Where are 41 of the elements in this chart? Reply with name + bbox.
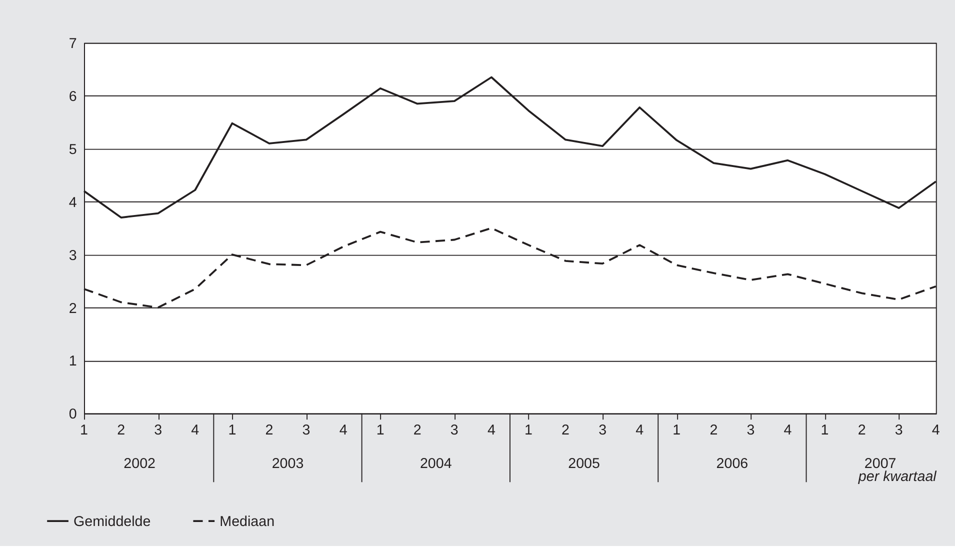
y-tick-label: 7 bbox=[68, 36, 77, 52]
x-tick-label: 1 bbox=[820, 422, 829, 438]
x-tick-label: 1 bbox=[524, 422, 533, 438]
x-tick-label: 2 bbox=[265, 422, 274, 438]
x-tick-label: 2 bbox=[710, 422, 718, 438]
x-tick-label: 2 bbox=[413, 422, 422, 438]
text: 2006 bbox=[716, 456, 748, 472]
x-tick-label: 3 bbox=[302, 422, 310, 438]
text: 2002 bbox=[124, 456, 156, 472]
x-axis-title: per kwartaal bbox=[857, 469, 938, 486]
x-tick-label: 1 bbox=[672, 422, 681, 438]
legend-label: Gemiddelde bbox=[74, 514, 151, 530]
text: 2003 bbox=[272, 456, 304, 472]
x-tick-label: 4 bbox=[487, 422, 496, 438]
x-tick-label: 4 bbox=[191, 422, 200, 438]
x-tick-label: 3 bbox=[598, 422, 607, 438]
text: 2007 bbox=[864, 456, 896, 472]
x-tick-label: 2 bbox=[117, 422, 126, 438]
x-tick-label: 1 bbox=[80, 422, 88, 438]
x-tick-label: 3 bbox=[154, 422, 162, 438]
x-tick-label: 4 bbox=[339, 422, 348, 438]
legend-label: Mediaan bbox=[220, 514, 275, 530]
y-tick-label: 4 bbox=[68, 194, 77, 211]
y-tick-label: 5 bbox=[68, 142, 77, 158]
y-tick-label: 1 bbox=[68, 354, 77, 370]
x-tick-label: 3 bbox=[450, 422, 458, 438]
x-tick-label: 2 bbox=[858, 422, 866, 438]
y-tick-label: 2 bbox=[68, 300, 77, 317]
text: 2005 bbox=[568, 456, 600, 472]
x-tick-label: 1 bbox=[376, 422, 384, 438]
x-tick-label: 2 bbox=[562, 422, 570, 438]
y-tick-label: 3 bbox=[68, 248, 77, 264]
x-tick-label: 4 bbox=[932, 422, 940, 438]
x-tick-label: 1 bbox=[228, 422, 236, 438]
x-tick-label: 3 bbox=[894, 422, 903, 438]
x-tick-label: 4 bbox=[784, 422, 792, 438]
x-tick-label: 3 bbox=[746, 422, 755, 438]
y-tick-label: 0 bbox=[68, 406, 77, 423]
text: 2004 bbox=[420, 456, 452, 472]
x-tick-label: 4 bbox=[636, 422, 644, 438]
y-tick-label: 6 bbox=[68, 89, 77, 106]
